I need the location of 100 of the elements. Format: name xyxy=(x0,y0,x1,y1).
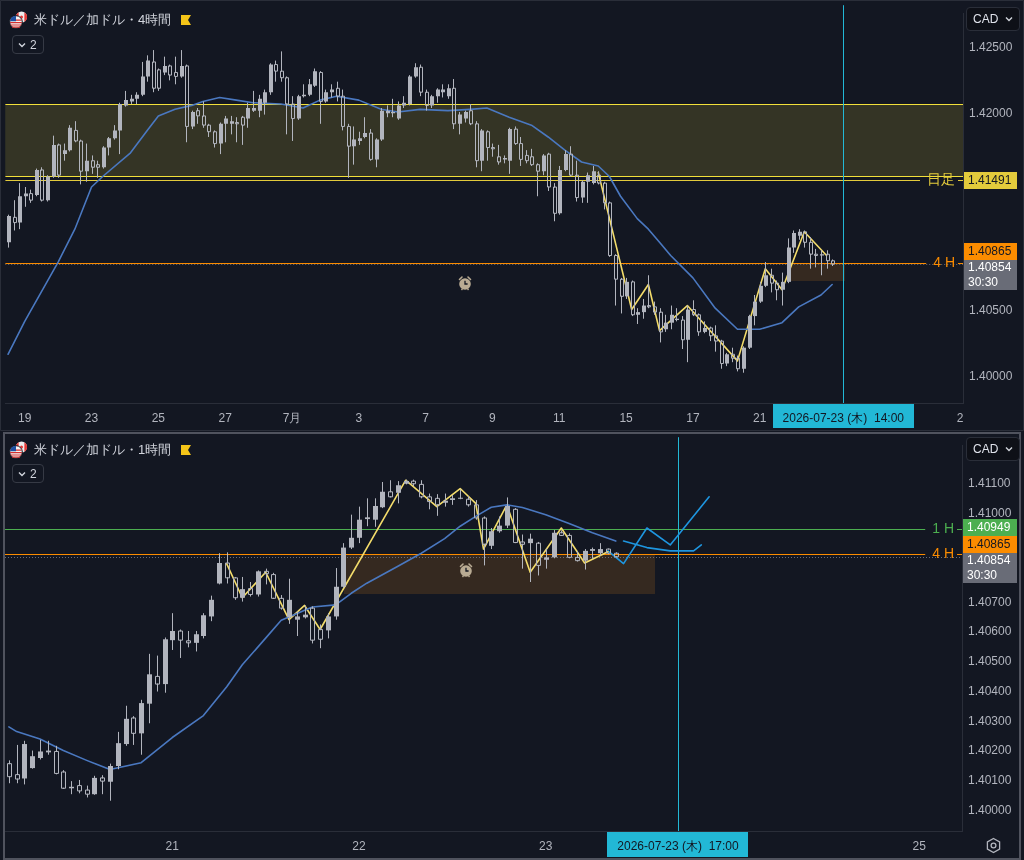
y-tick-label: 1.40100 xyxy=(968,772,1012,787)
candlestick xyxy=(107,136,111,156)
candlestick xyxy=(528,533,533,583)
x-tick-label: 9 xyxy=(489,410,497,425)
candlestick xyxy=(116,731,121,770)
candlestick xyxy=(820,249,824,276)
candlestick xyxy=(575,160,579,203)
candlestick xyxy=(369,128,373,162)
text: 1.40865 xyxy=(967,537,1011,552)
candlestick xyxy=(252,90,256,113)
candlestick xyxy=(46,174,50,203)
candlestick xyxy=(505,496,510,529)
candlestick xyxy=(146,54,150,83)
text: 1.40854 xyxy=(967,553,1011,568)
x-tick-label: 2 xyxy=(956,410,964,425)
x-tick-label: 21 xyxy=(753,410,767,425)
candlestick xyxy=(297,94,301,121)
candlestick xyxy=(781,272,785,307)
candlestick xyxy=(141,61,145,97)
currency-dropdown: CAD xyxy=(966,7,1020,31)
candlestick xyxy=(85,143,89,183)
candlestick xyxy=(397,100,401,121)
toggle-button: 2 xyxy=(12,35,44,54)
candlestick xyxy=(567,532,572,559)
x-tick-label: 25 xyxy=(912,838,927,853)
x-tick-label: 23 xyxy=(539,838,553,853)
candlestick xyxy=(54,745,59,775)
y-tick-label: 1.42500 xyxy=(969,39,1013,54)
candlestick xyxy=(581,179,585,204)
candlestick xyxy=(201,612,206,639)
candlestick xyxy=(482,515,487,566)
candlestick xyxy=(614,253,618,307)
x-tick-label: 27 xyxy=(218,410,233,425)
candlestick xyxy=(497,144,501,166)
text: 1.40865 xyxy=(968,244,1012,259)
candlestick xyxy=(536,162,540,197)
candlestick xyxy=(474,499,479,521)
candlestick xyxy=(291,95,295,142)
candlestick xyxy=(544,547,549,570)
x-tick-label: 23 xyxy=(84,410,99,425)
x-tick-label: 7月 xyxy=(282,410,302,425)
candlestick xyxy=(233,576,238,601)
candlestick xyxy=(373,497,378,528)
ref-line-label: 1 H xyxy=(932,520,954,537)
annotation: 2 xyxy=(30,466,37,481)
candlestick xyxy=(326,612,331,639)
candlestick xyxy=(419,479,424,499)
candlestick xyxy=(458,111,462,135)
candlestick xyxy=(357,506,362,544)
candlestick xyxy=(513,507,518,544)
y-tick-label: 1.41100 xyxy=(968,476,1011,491)
candlestick xyxy=(435,493,440,517)
x-tick-label: 11 xyxy=(553,410,566,425)
x-tick-label: 21 xyxy=(165,838,180,853)
text: 30:30 xyxy=(967,568,998,583)
chart-title: 米ドル／加ドル・4時間 xyxy=(34,10,172,29)
x-tick-label: 2026-07-23 (木) 17:00 xyxy=(617,838,740,853)
candlestick xyxy=(287,578,292,625)
text: 1.40854 xyxy=(968,260,1012,275)
x-tick-label: 15 xyxy=(619,410,634,425)
candlestick xyxy=(458,488,463,500)
candlestick xyxy=(38,739,43,760)
text: 30:30 xyxy=(968,275,999,290)
candlestick xyxy=(102,145,106,170)
candlestick xyxy=(536,541,541,576)
candlestick xyxy=(174,56,178,85)
x-tick-label: 25 xyxy=(151,410,166,425)
candlestick xyxy=(753,294,757,326)
candlestick xyxy=(7,759,12,784)
y-tick-label: 1.40700 xyxy=(968,594,1012,609)
candlestick xyxy=(375,137,379,168)
x-tick-label: 3 xyxy=(355,410,363,425)
candlestick xyxy=(225,551,230,584)
text: 1.41491 xyxy=(968,173,1012,188)
candlestick xyxy=(759,281,763,304)
candlestick xyxy=(219,122,223,155)
candlestick xyxy=(240,576,245,603)
candlestick xyxy=(224,115,228,143)
candlestick xyxy=(68,124,72,152)
candlestick xyxy=(380,481,385,509)
y-tick-label: 1.40000 xyxy=(969,368,1013,383)
candlestick xyxy=(131,715,136,746)
candlestick xyxy=(108,763,113,802)
candlestick xyxy=(310,605,315,644)
candlestick xyxy=(363,116,367,139)
toggle-button: 2 xyxy=(12,464,44,483)
ref-line-label: 4 H xyxy=(932,545,954,562)
candlestick xyxy=(520,534,525,570)
y-tick-label: 1.41000 xyxy=(968,505,1012,520)
y-tick-label: 1.40500 xyxy=(968,654,1012,669)
y-tick-label: 1.40600 xyxy=(968,624,1012,639)
candlestick xyxy=(365,497,370,527)
candlestick xyxy=(61,769,66,790)
x-tick-label: 19 xyxy=(18,410,32,425)
candlestick xyxy=(217,552,222,585)
ref-line-label: 4 H xyxy=(933,254,955,271)
candlestick xyxy=(349,514,354,550)
candlestick xyxy=(318,623,323,649)
candlestick xyxy=(194,630,199,652)
y-tick-label: 1.40000 xyxy=(968,802,1012,817)
